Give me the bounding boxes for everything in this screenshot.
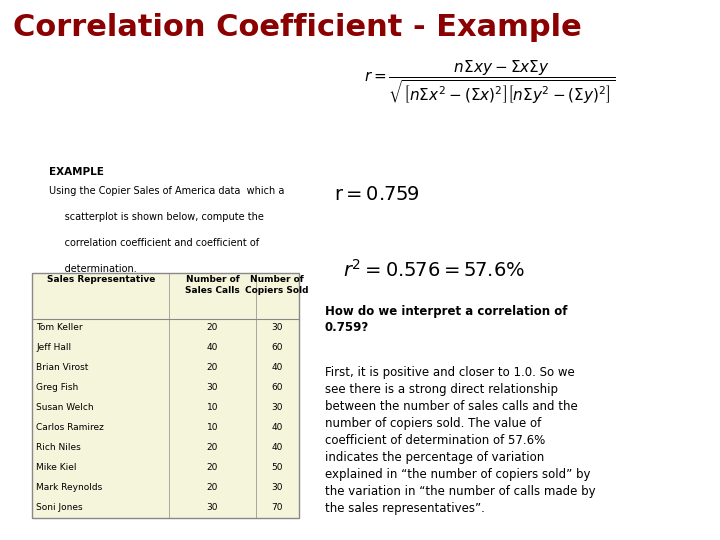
FancyBboxPatch shape xyxy=(32,273,299,518)
Text: Rich Niles: Rich Niles xyxy=(36,443,81,452)
Text: 20: 20 xyxy=(207,483,218,492)
Text: Tom Keller: Tom Keller xyxy=(36,323,83,332)
Text: 30: 30 xyxy=(207,503,218,512)
Text: Greg Fish: Greg Fish xyxy=(36,383,78,392)
Text: $\mathrm{r} = 0.759$: $\mathrm{r} = 0.759$ xyxy=(334,185,420,204)
Text: Number of
Sales Calls: Number of Sales Calls xyxy=(185,275,240,295)
Text: 20: 20 xyxy=(207,463,218,472)
Text: 30: 30 xyxy=(207,383,218,392)
Text: Correlation Coefficient - Example: Correlation Coefficient - Example xyxy=(13,14,582,43)
Text: Number of
Copiers Sold: Number of Copiers Sold xyxy=(246,275,309,295)
Text: 20: 20 xyxy=(207,323,218,332)
Text: EXAMPLE: EXAMPLE xyxy=(49,167,104,178)
Text: Mark Reynolds: Mark Reynolds xyxy=(36,483,102,492)
Text: 10: 10 xyxy=(207,423,218,432)
Text: 60: 60 xyxy=(271,383,283,392)
Text: Brian Virost: Brian Virost xyxy=(36,363,89,372)
Text: determination.: determination. xyxy=(49,264,137,274)
Text: Mike Kiel: Mike Kiel xyxy=(36,463,76,472)
Text: scatterplot is shown below, compute the: scatterplot is shown below, compute the xyxy=(49,212,264,222)
Text: 70: 70 xyxy=(271,503,283,512)
Text: 30: 30 xyxy=(271,483,283,492)
Text: 50: 50 xyxy=(271,463,283,472)
Text: 20: 20 xyxy=(207,363,218,372)
Text: First, it is positive and closer to 1.0. So we
see there is a strong direct rela: First, it is positive and closer to 1.0.… xyxy=(325,366,595,515)
Text: 30: 30 xyxy=(271,323,283,332)
Text: $r = \dfrac{n\Sigma xy - \Sigma x\Sigma y}{\sqrt{\left[n\Sigma x^2 - (\Sigma x)^: $r = \dfrac{n\Sigma xy - \Sigma x\Sigma … xyxy=(364,58,616,106)
Text: 20: 20 xyxy=(207,443,218,452)
Text: How do we interpret a correlation of
0.759?: How do we interpret a correlation of 0.7… xyxy=(325,305,567,334)
Text: 30: 30 xyxy=(271,403,283,412)
Text: Carlos Ramirez: Carlos Ramirez xyxy=(36,423,104,432)
Text: 40: 40 xyxy=(271,423,283,432)
Text: Susan Welch: Susan Welch xyxy=(36,403,94,412)
Text: Using the Copier Sales of America data  which a: Using the Copier Sales of America data w… xyxy=(49,186,284,197)
Text: 40: 40 xyxy=(271,363,283,372)
Text: $r^2 = 0.576 = 57.6\%$: $r^2 = 0.576 = 57.6\%$ xyxy=(343,259,525,281)
Text: Sales Representative: Sales Representative xyxy=(47,275,155,285)
Text: 10: 10 xyxy=(207,403,218,412)
Text: 60: 60 xyxy=(271,343,283,352)
Text: Soni Jones: Soni Jones xyxy=(36,503,83,512)
Text: 40: 40 xyxy=(207,343,218,352)
Text: correlation coefficient and coefficient of: correlation coefficient and coefficient … xyxy=(49,238,259,248)
Text: Jeff Hall: Jeff Hall xyxy=(36,343,71,352)
Text: 40: 40 xyxy=(271,443,283,452)
